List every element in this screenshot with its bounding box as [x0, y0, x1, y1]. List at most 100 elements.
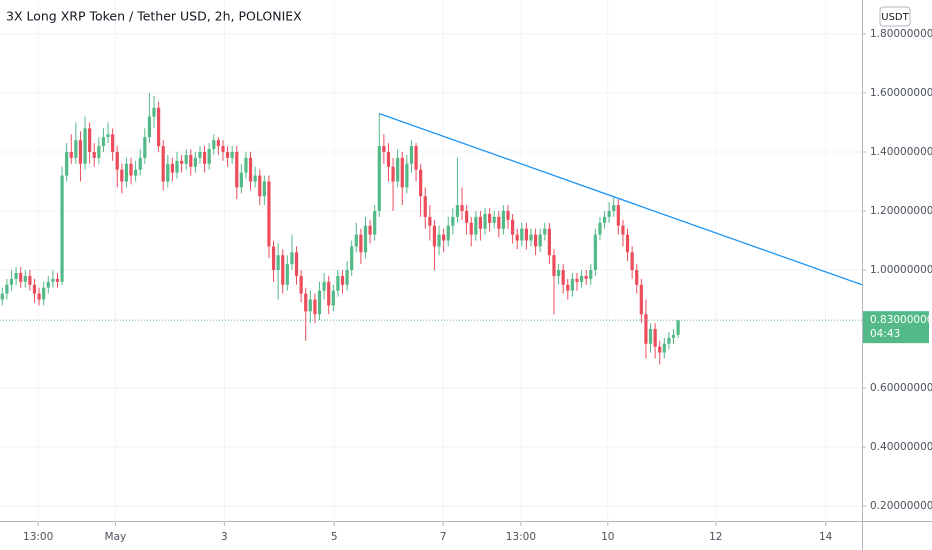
- candle-body: [584, 275, 588, 279]
- candle-body: [115, 151, 119, 170]
- candle-body: [368, 225, 372, 235]
- candle-body: [42, 287, 46, 300]
- candle-body: [221, 146, 225, 152]
- candle-body: [451, 216, 455, 226]
- candle-body: [671, 334, 676, 338]
- candle-body: [423, 196, 427, 217]
- candle-body: [46, 281, 50, 288]
- candle-body: [55, 278, 60, 282]
- plot: [0, 0, 863, 522]
- candle-body: [322, 281, 326, 291]
- candle-body: [19, 272, 23, 282]
- candle-body: [428, 216, 432, 226]
- candle-body: [488, 213, 492, 223]
- candle-body: [5, 284, 9, 294]
- candle-body: [354, 234, 358, 247]
- candle-body: [414, 146, 418, 170]
- x-tick-label: 3: [221, 531, 228, 543]
- candle-body: [170, 163, 175, 173]
- candle-body: [156, 107, 161, 147]
- x-tick-label: 13:00: [506, 531, 536, 543]
- candle-body: [281, 255, 285, 285]
- candle-body: [235, 151, 239, 188]
- candle-body: [446, 225, 450, 241]
- candle-body: [419, 169, 423, 197]
- candle-body: [460, 205, 464, 211]
- candle-body: [69, 151, 73, 158]
- candle-body: [308, 299, 312, 312]
- candle-body: [294, 252, 299, 276]
- candle-body: [432, 225, 437, 247]
- candle-body: [396, 157, 400, 182]
- candle-body: [129, 163, 133, 176]
- candle-body: [299, 275, 303, 294]
- candle-body: [134, 169, 138, 176]
- y-tick-label: 1.20000000: [870, 205, 932, 217]
- candle-body: [317, 290, 322, 315]
- x-tick-label: 14: [819, 531, 833, 543]
- candle-body: [465, 210, 469, 223]
- candle-body: [248, 157, 253, 182]
- candle-body: [97, 146, 101, 158]
- trend-line: [379, 112, 863, 286]
- candle-body: [92, 151, 96, 158]
- candle-body: [143, 137, 147, 158]
- candle-body: [524, 228, 529, 241]
- candle-body: [111, 134, 115, 152]
- candle-body: [612, 205, 616, 211]
- candle-body: [373, 210, 377, 235]
- currency-label[interactable]: USDT: [881, 12, 909, 23]
- candle-body: [658, 346, 662, 353]
- candle-body: [644, 314, 648, 344]
- candle-body: [65, 151, 69, 176]
- last-price-label: 0.83000000: [870, 314, 932, 326]
- candle-body: [386, 151, 391, 167]
- candle-body: [345, 270, 349, 285]
- candle-body: [28, 275, 32, 285]
- chart-title: 3X Long XRP Token / Tether USD, 2h, POLO…: [6, 9, 302, 24]
- candle-body: [340, 275, 345, 285]
- candle-body: [239, 172, 243, 188]
- candle-body: [483, 213, 487, 229]
- candle-body: [331, 290, 335, 306]
- candle-body: [304, 293, 308, 312]
- candle-body: [543, 228, 547, 235]
- candle-body: [60, 175, 64, 282]
- candle-body: [189, 154, 193, 167]
- countdown-label: 04:43: [870, 328, 900, 340]
- candle-body: [469, 222, 473, 235]
- candle-body: [625, 234, 630, 253]
- candle-body: [602, 216, 607, 223]
- candle-body: [547, 228, 551, 256]
- candle-body: [570, 278, 574, 291]
- candle-body: [74, 140, 78, 158]
- candle-body: [616, 205, 620, 226]
- candle-body: [350, 246, 354, 270]
- candle-body: [501, 210, 506, 229]
- candle-body: [538, 234, 542, 247]
- currency-button[interactable]: [879, 6, 911, 27]
- last-price-box: [863, 311, 929, 344]
- candle-body: [14, 272, 18, 279]
- x-tick-label: 7: [440, 531, 447, 543]
- candle-body: [635, 270, 639, 285]
- candle-body: [216, 140, 220, 147]
- candle-body: [212, 140, 216, 150]
- x-tick-label: 13:00: [23, 531, 53, 543]
- candle-body: [106, 134, 110, 138]
- candle-body: [262, 181, 266, 197]
- candle-body: [51, 278, 55, 282]
- candle-body: [336, 275, 340, 291]
- candle-body: [520, 228, 524, 241]
- x-tick-label: 10: [601, 531, 614, 543]
- candle-body: [267, 181, 271, 247]
- candle-body: [179, 160, 184, 164]
- candle-body: [37, 293, 41, 300]
- y-tick-label: 0.20000000: [870, 500, 932, 512]
- candle-body: [32, 284, 37, 294]
- candle-body: [152, 107, 156, 117]
- candle-body: [9, 278, 14, 285]
- candle-body: [589, 270, 593, 279]
- candle-body: [676, 320, 680, 335]
